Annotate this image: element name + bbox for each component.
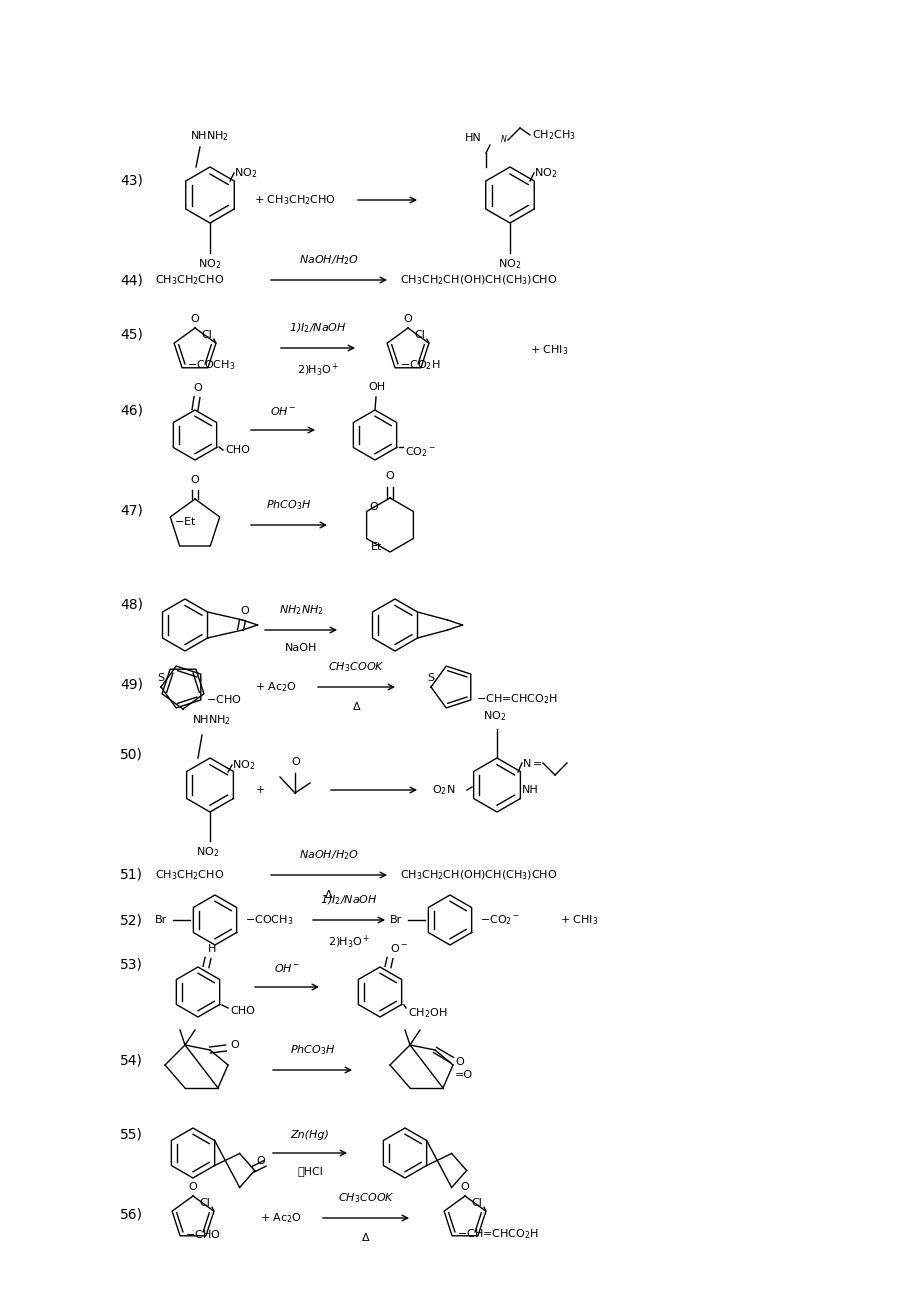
Text: 44): 44): [119, 273, 142, 286]
Text: CH$_3$CH$_2$CH(OH)CH(CH$_3$)CHO: CH$_3$CH$_2$CH(OH)CH(CH$_3$)CHO: [400, 868, 557, 881]
Text: 47): 47): [119, 503, 142, 517]
Text: 1)I$_2$/NaOH: 1)I$_2$/NaOH: [320, 893, 378, 907]
Text: NO$_2$: NO$_2$: [232, 758, 255, 772]
Text: O: O: [403, 314, 412, 324]
Text: O: O: [291, 756, 300, 767]
Text: $-$COCH$_3$: $-$COCH$_3$: [244, 913, 293, 927]
Text: OH$^-$: OH$^-$: [274, 962, 300, 974]
Text: + CHI$_3$: + CHI$_3$: [529, 344, 568, 357]
Text: O: O: [369, 503, 378, 513]
Text: HN: HN: [465, 133, 482, 143]
Text: O: O: [256, 1155, 265, 1165]
Text: Cl: Cl: [201, 331, 211, 340]
Text: 50): 50): [119, 749, 142, 762]
Text: + Ac$_2$O: + Ac$_2$O: [260, 1211, 301, 1225]
Text: $-$CO$_2$H: $-$CO$_2$H: [400, 358, 440, 371]
Text: O: O: [230, 1040, 239, 1049]
Text: NH: NH: [521, 785, 539, 796]
Text: 55): 55): [119, 1128, 142, 1142]
Text: CH$_3$CH$_2$CH(OH)CH(CH$_3$)CHO: CH$_3$CH$_2$CH(OH)CH(CH$_3$)CHO: [400, 273, 557, 286]
Text: NO$_2$: NO$_2$: [196, 845, 220, 859]
Text: NaOH/H$_2$O: NaOH/H$_2$O: [299, 848, 358, 862]
Text: Cl: Cl: [414, 331, 425, 340]
Text: Et: Et: [370, 543, 381, 552]
Text: PhCO$_3$H: PhCO$_3$H: [266, 499, 312, 512]
Text: NHNH$_2$: NHNH$_2$: [190, 129, 229, 143]
Text: O: O: [190, 475, 199, 486]
Text: 46): 46): [119, 404, 142, 417]
Text: O$^-$: O$^-$: [390, 943, 407, 954]
Text: NO$_2$: NO$_2$: [533, 167, 557, 180]
Text: 49): 49): [119, 678, 142, 691]
Text: NH$_2$NH$_2$: NH$_2$NH$_2$: [278, 603, 323, 617]
Text: $\Delta$: $\Delta$: [323, 888, 334, 900]
Text: NO$_2$: NO$_2$: [482, 710, 506, 723]
Text: OH$^-$: OH$^-$: [269, 405, 296, 417]
Text: CH$_3$CH$_2$CHO: CH$_3$CH$_2$CHO: [154, 273, 224, 286]
Text: O$_2$N: O$_2$N: [432, 783, 455, 797]
Text: CH$_3$COOK: CH$_3$COOK: [337, 1191, 394, 1204]
Text: CO$_2$$^-$: CO$_2$$^-$: [404, 445, 436, 458]
Text: O: O: [188, 1182, 198, 1193]
Text: + CHI$_3$: + CHI$_3$: [560, 913, 598, 927]
Text: 2)H$_3$O$^+$: 2)H$_3$O$^+$: [297, 361, 339, 378]
Text: + CH$_3$CH$_2$CHO: + CH$_3$CH$_2$CHO: [254, 193, 335, 207]
Text: =O: =O: [455, 1070, 472, 1079]
Text: $\Delta$: $\Delta$: [361, 1230, 370, 1243]
Text: 54): 54): [119, 1053, 142, 1068]
Text: 56): 56): [119, 1208, 142, 1223]
Text: CH$_3$CH$_2$CHO: CH$_3$CH$_2$CHO: [154, 868, 224, 881]
Text: OH: OH: [368, 381, 385, 392]
Text: PhCO$_3$H: PhCO$_3$H: [289, 1043, 335, 1057]
Text: $-$COCH$_3$: $-$COCH$_3$: [187, 358, 235, 371]
Text: O: O: [455, 1057, 463, 1068]
Text: 53): 53): [119, 958, 142, 973]
Text: 45): 45): [119, 328, 142, 342]
Text: NHNH$_2$: NHNH$_2$: [192, 713, 231, 727]
Text: 43): 43): [119, 173, 142, 187]
Text: Cl: Cl: [471, 1198, 482, 1208]
Text: 48): 48): [119, 598, 142, 612]
Text: 52): 52): [119, 913, 142, 927]
Text: O: O: [240, 605, 249, 616]
Text: CHO: CHO: [225, 445, 250, 454]
Text: 1)I$_2$/NaOH: 1)I$_2$/NaOH: [289, 322, 346, 335]
Text: $^{N}$: $^{N}$: [499, 135, 507, 145]
Text: + Ac$_2$O: + Ac$_2$O: [255, 680, 297, 694]
Text: 2)H$_3$O$^+$: 2)H$_3$O$^+$: [327, 934, 369, 950]
Text: NO$_2$: NO$_2$: [233, 167, 257, 180]
Text: NO$_2$: NO$_2$: [498, 256, 521, 271]
Text: NaOH/H$_2$O: NaOH/H$_2$O: [299, 253, 358, 267]
Text: CH$_3$COOK: CH$_3$COOK: [328, 660, 384, 674]
Text: Br: Br: [390, 915, 402, 924]
Text: Cl: Cl: [199, 1198, 210, 1208]
Text: S: S: [157, 673, 165, 684]
Text: CH$_2$OH: CH$_2$OH: [407, 1006, 447, 1019]
Text: N$=$: N$=$: [521, 756, 542, 769]
Text: Br: Br: [154, 915, 167, 924]
Text: O: O: [385, 471, 394, 480]
Text: CHO: CHO: [230, 1006, 255, 1016]
Text: $-$Et: $-$Et: [174, 516, 197, 527]
Text: $-$CHO: $-$CHO: [206, 693, 241, 704]
Text: 51): 51): [119, 868, 142, 881]
Text: Zn(Hg): Zn(Hg): [290, 1130, 329, 1141]
Text: O: O: [460, 1182, 469, 1193]
Text: $-$CO$_2$$^-$: $-$CO$_2$$^-$: [480, 913, 520, 927]
Text: +: +: [255, 785, 265, 796]
Text: $-$CH=CHCO$_2$H: $-$CH=CHCO$_2$H: [475, 693, 557, 706]
Text: O: O: [193, 383, 202, 393]
Text: S: S: [427, 673, 434, 684]
Text: $-$CHO: $-$CHO: [185, 1228, 221, 1240]
Text: NO$_2$: NO$_2$: [199, 256, 221, 271]
Text: H: H: [208, 944, 216, 954]
Text: 浓HCl: 浓HCl: [297, 1167, 323, 1176]
Text: CH$_2$CH$_3$: CH$_2$CH$_3$: [531, 128, 575, 142]
Text: O: O: [190, 314, 199, 324]
Text: $-$CH=CHCO$_2$H: $-$CH=CHCO$_2$H: [457, 1226, 539, 1241]
Text: $\Delta$: $\Delta$: [351, 700, 361, 712]
Text: NaOH: NaOH: [285, 643, 317, 654]
